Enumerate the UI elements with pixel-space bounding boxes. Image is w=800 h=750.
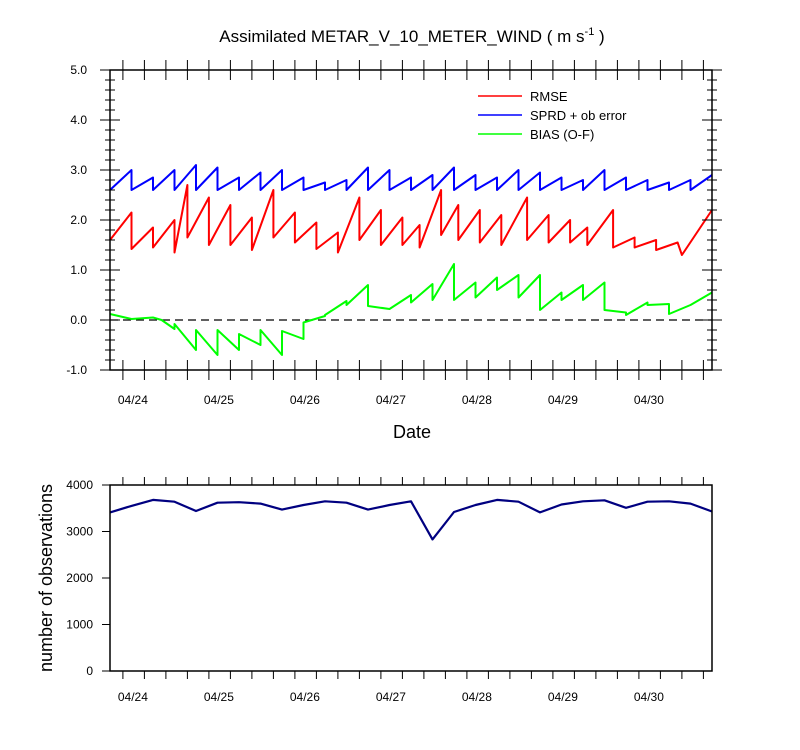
bottom-y-tick-labels: 4000 3000 2000 1000 0 <box>66 478 93 678</box>
series-bias-o-f <box>109 263 713 356</box>
x-tick-label: 04/26 <box>290 690 320 704</box>
x-tick-label: 04/29 <box>548 690 578 704</box>
x-tick-label: 04/26 <box>290 393 320 407</box>
x-tick-label: 04/30 <box>634 393 664 407</box>
x-tick-label: 04/24 <box>118 393 148 407</box>
series-observations <box>109 498 713 541</box>
y-tick-label: 5.0 <box>70 63 87 77</box>
legend-label: SPRD + ob error <box>530 108 627 123</box>
observations-series-line <box>109 498 713 541</box>
x-tick-label: 04/28 <box>462 393 492 407</box>
y-tick-label: 3000 <box>66 525 93 539</box>
bottom-plot-frame <box>109 484 713 672</box>
top-x-tick-labels: 04/24 04/25 04/26 04/27 04/28 04/29 04/30 <box>118 393 664 407</box>
x-tick-label: 04/27 <box>376 690 406 704</box>
y-tick-label: 2000 <box>66 571 93 585</box>
y-tick-label: 1.0 <box>70 263 87 277</box>
y-tick-label: 3.0 <box>70 163 87 177</box>
x-tick-label: 04/27 <box>376 393 406 407</box>
y-axis-title: number of observations <box>36 484 56 672</box>
y-tick-label: 4.0 <box>70 113 87 127</box>
y-tick-label: 4000 <box>66 478 93 492</box>
x-tick-label: 04/25 <box>204 690 234 704</box>
series-rmse <box>109 184 713 256</box>
x-tick-label: 04/24 <box>118 690 148 704</box>
x-tick-label: 04/25 <box>204 393 234 407</box>
x-axis-title: Date <box>393 422 431 442</box>
y-tick-label: 0.0 <box>70 313 87 327</box>
rmse-bias-chart: Assimilated METAR_V_10_METER_WIND ( m s-… <box>66 26 722 442</box>
legend-label: BIAS (O-F) <box>530 127 594 142</box>
y-tick-label: 2.0 <box>70 213 87 227</box>
top-tick-marks <box>100 60 722 380</box>
x-tick-label: 04/28 <box>462 690 492 704</box>
bottom-x-tick-labels: 04/24 04/25 04/26 04/27 04/28 04/29 04/30 <box>118 690 664 704</box>
top-y-tick-labels: 5.0 4.0 3.0 2.0 1.0 0.0 -1.0 <box>66 63 87 377</box>
x-tick-label: 04/30 <box>634 690 664 704</box>
series-sprd-ob-error <box>109 164 713 191</box>
legend: RMSE SPRD + ob error BIAS (O-F) <box>478 89 627 142</box>
y-tick-label: -1.0 <box>66 363 87 377</box>
chart-title: Assimilated METAR_V_10_METER_WIND ( m s-… <box>219 26 604 46</box>
legend-label: RMSE <box>530 89 568 104</box>
y-tick-label: 1000 <box>66 618 93 632</box>
top-series-lines <box>109 164 713 356</box>
x-tick-label: 04/29 <box>548 393 578 407</box>
y-tick-label: 0 <box>86 664 93 678</box>
bottom-tick-marks <box>102 477 704 679</box>
